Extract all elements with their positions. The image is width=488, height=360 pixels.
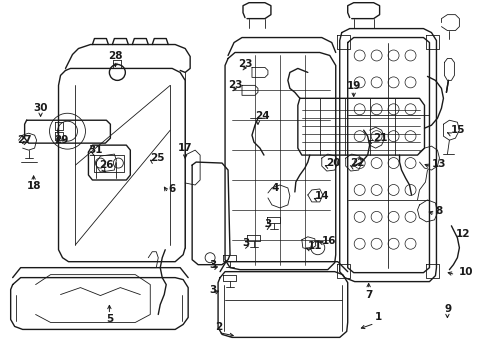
Text: 16: 16	[321, 236, 336, 246]
Text: 20: 20	[325, 158, 340, 168]
Text: 3: 3	[264, 219, 271, 229]
Text: 8: 8	[435, 206, 442, 216]
Text: 11: 11	[307, 241, 322, 251]
Text: 13: 13	[430, 159, 445, 169]
Text: 24: 24	[254, 111, 269, 121]
Text: 19: 19	[346, 81, 360, 91]
Text: 28: 28	[108, 51, 122, 62]
Text: 5: 5	[105, 314, 113, 324]
Text: 3: 3	[209, 260, 216, 270]
Text: 12: 12	[454, 229, 469, 239]
Text: 26: 26	[99, 160, 114, 170]
Text: 10: 10	[457, 267, 472, 276]
Text: 6: 6	[168, 184, 175, 194]
Text: 14: 14	[314, 191, 329, 201]
Text: 17: 17	[178, 143, 192, 153]
Text: 23: 23	[238, 59, 252, 69]
Text: 23: 23	[227, 80, 242, 90]
Text: 2: 2	[215, 323, 222, 332]
Text: 9: 9	[444, 305, 450, 315]
Text: 15: 15	[449, 125, 464, 135]
Text: 31: 31	[88, 145, 103, 155]
Text: 18: 18	[26, 181, 41, 191]
Text: 3: 3	[242, 238, 249, 248]
Text: 22: 22	[349, 158, 364, 168]
Text: 3: 3	[209, 284, 216, 294]
Text: 25: 25	[150, 153, 164, 163]
Text: 27: 27	[17, 135, 31, 145]
Text: 4: 4	[271, 183, 279, 193]
Text: 7: 7	[364, 289, 371, 300]
Text: 29: 29	[55, 135, 69, 145]
Text: 30: 30	[33, 103, 48, 113]
Text: 1: 1	[374, 312, 381, 323]
Text: 21: 21	[372, 133, 386, 143]
